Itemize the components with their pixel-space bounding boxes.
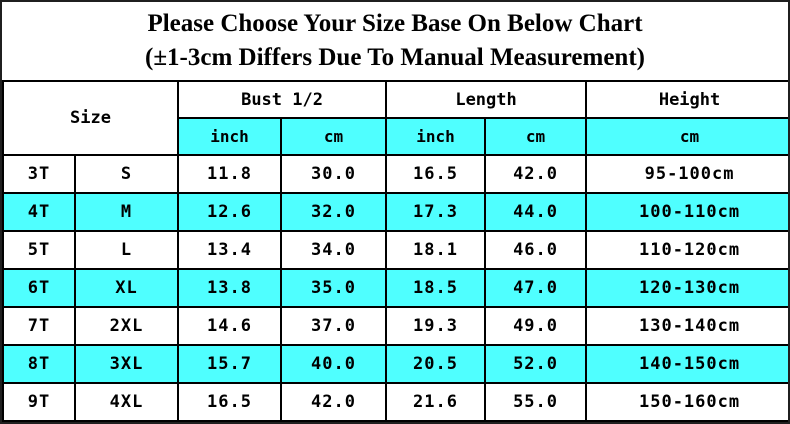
header-length-cm: cm (484, 117, 588, 156)
table-cell: 47.0 (484, 268, 588, 308)
table-cell: 110-120cm (585, 230, 788, 270)
table-cell: 8T (2, 344, 76, 384)
table-cell: 42.0 (484, 154, 588, 194)
table-cell: 15.7 (177, 344, 283, 384)
header-size: Size (2, 80, 180, 156)
chart-title-block: Please Choose Your Size Base On Below Ch… (2, 2, 788, 80)
table-cell: 3T (2, 154, 76, 194)
table-cell: 44.0 (484, 192, 588, 232)
header-group-row: Size Bust 1/2 Length Height (2, 80, 788, 156)
table-row-4t: 4T M 12.6 32.0 17.3 44.0 100-110cm (2, 192, 788, 232)
header-height: Height (585, 80, 788, 119)
header-units-row: inch cm inch cm cm (3, 117, 788, 156)
table-cell: 13.8 (177, 268, 283, 308)
size-chart-table: Size Bust 1/2 Length Height inch cm inch… (2, 80, 788, 422)
table-cell: 9T (2, 382, 76, 422)
table-cell: 6T (2, 268, 76, 308)
table-cell: 16.5 (177, 382, 283, 422)
table-cell: M (73, 192, 180, 232)
header-height-cm: cm (585, 117, 788, 156)
chart-title-line1: Please Choose Your Size Base On Below Ch… (147, 10, 643, 38)
table-cell: 18.1 (385, 230, 487, 270)
table-cell: 140-150cm (585, 344, 788, 384)
header-bust-cm: cm (280, 117, 388, 156)
table-cell: 14.6 (177, 306, 283, 346)
table-row-7t: 7T 2XL 14.6 37.0 19.3 49.0 130-140cm (2, 306, 788, 346)
table-cell: 35.0 (280, 268, 388, 308)
table-row-6t: 6T XL 13.8 35.0 18.5 47.0 120-130cm (2, 268, 788, 308)
table-cell: 2XL (73, 306, 180, 346)
header-length-inch: inch (385, 117, 487, 156)
table-row-3t: 3T S 11.8 30.0 16.5 42.0 95-100cm (2, 154, 788, 194)
table-cell: 52.0 (484, 344, 588, 384)
table-cell: 150-160cm (585, 382, 788, 422)
header-bust: Bust 1/2 (177, 80, 388, 119)
table-cell: 130-140cm (585, 306, 788, 346)
table-cell: 49.0 (484, 306, 588, 346)
chart-title-line2: (±1-3cm Differs Due To Manual Measuremen… (145, 44, 645, 71)
table-cell: 4XL (73, 382, 180, 422)
table-cell: 34.0 (280, 230, 388, 270)
table-cell: 13.4 (177, 230, 283, 270)
table-cell: 11.8 (177, 154, 283, 194)
table-row-9t: 9T 4XL 16.5 42.0 21.6 55.0 150-160cm (2, 382, 788, 422)
table-cell: 55.0 (484, 382, 588, 422)
table-cell: 4T (2, 192, 76, 232)
table-cell: 30.0 (280, 154, 388, 194)
header-length: Length (385, 80, 588, 119)
table-cell: 42.0 (280, 382, 388, 422)
table-cell: 46.0 (484, 230, 588, 270)
table-cell: 21.6 (385, 382, 487, 422)
table-cell: 120-130cm (585, 268, 788, 308)
table-cell: L (73, 230, 180, 270)
table-cell: 7T (2, 306, 76, 346)
header-bust-inch: inch (177, 117, 283, 156)
table-cell: 40.0 (280, 344, 388, 384)
table-cell: 3XL (73, 344, 180, 384)
table-row-8t: 8T 3XL 15.7 40.0 20.5 52.0 140-150cm (2, 344, 788, 384)
table-cell: 12.6 (177, 192, 283, 232)
table-cell: 37.0 (280, 306, 388, 346)
table-row-5t: 5T L 13.4 34.0 18.1 46.0 110-120cm (2, 230, 788, 270)
table-cell: XL (73, 268, 180, 308)
table-cell: S (73, 154, 180, 194)
table-cell: 20.5 (385, 344, 487, 384)
table-cell: 18.5 (385, 268, 487, 308)
table-cell: 17.3 (385, 192, 487, 232)
table-cell: 16.5 (385, 154, 487, 194)
table-cell: 19.3 (385, 306, 487, 346)
table-cell: 32.0 (280, 192, 388, 232)
table-cell: 5T (2, 230, 76, 270)
table-cell: 95-100cm (585, 154, 788, 194)
table-cell: 100-110cm (585, 192, 788, 232)
